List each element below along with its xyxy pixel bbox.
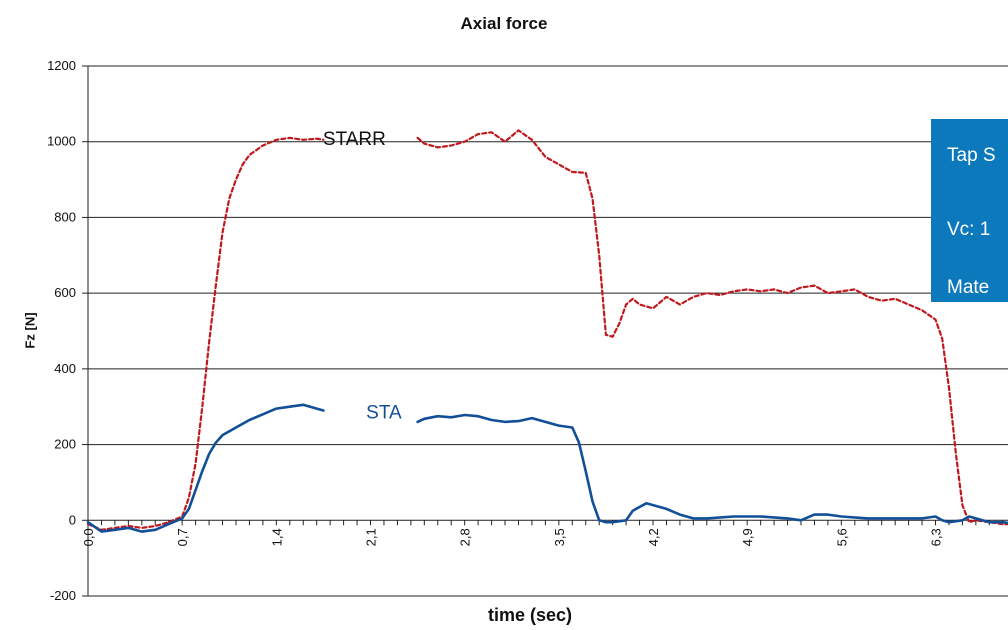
x-tick-label: 5,6 bbox=[834, 528, 849, 546]
y-tick-label: 1000 bbox=[47, 134, 76, 149]
annotation-sta: STA bbox=[366, 403, 402, 424]
x-tick-label: 0,0 bbox=[81, 528, 96, 546]
y-tick-label: -200 bbox=[50, 588, 76, 603]
y-axis-label: Fz [N] bbox=[22, 312, 38, 349]
x-tick-label: 3,5 bbox=[552, 528, 567, 546]
series-sta-line bbox=[86, 403, 325, 533]
y-tick-labels: -200 0 200 400 600 800 1000 1200 bbox=[47, 58, 76, 603]
annotation-starr: STARR bbox=[323, 129, 386, 150]
series-starr-line bbox=[86, 136, 325, 531]
y-tick-label: 1200 bbox=[47, 58, 76, 73]
y-tick-label: 600 bbox=[54, 285, 76, 300]
y-tick-label: 800 bbox=[54, 209, 76, 224]
y-tick-label: 400 bbox=[54, 361, 76, 376]
series-sta-line bbox=[416, 413, 1008, 525]
chart-title: Axial force bbox=[460, 14, 548, 33]
x-tick-label: 6,3 bbox=[929, 528, 944, 546]
info-line-tap: Tap S bbox=[947, 145, 996, 166]
info-line-material: Mate bbox=[947, 277, 990, 298]
x-tick-label: 2,1 bbox=[364, 528, 379, 546]
series-annotations: STARR STA bbox=[323, 129, 402, 424]
x-tick-label: 1,4 bbox=[269, 528, 284, 546]
x-tick-label: 4,9 bbox=[740, 528, 755, 546]
axes bbox=[82, 65, 1008, 597]
info-line-vc: Vc: 1 bbox=[947, 219, 991, 240]
grid-lines bbox=[88, 65, 1008, 597]
x-tick-labels: 0,0 0,7 1,4 2,1 2,8 3,5 4,2 4,9 5,6 6,3 bbox=[81, 528, 944, 546]
info-box: Tap S Vc: 1 Mate bbox=[931, 119, 1008, 302]
series-starr-line bbox=[416, 129, 1008, 526]
x-tick-label: 2,8 bbox=[458, 528, 473, 546]
x-tick-label: 0,7 bbox=[175, 528, 190, 546]
x-axis-label: time (sec) bbox=[487, 605, 573, 625]
y-tick-label: 200 bbox=[54, 437, 76, 452]
y-tick-label: 0 bbox=[69, 512, 76, 527]
x-tick-label: 4,2 bbox=[646, 528, 661, 546]
series-lines bbox=[86, 129, 1008, 533]
